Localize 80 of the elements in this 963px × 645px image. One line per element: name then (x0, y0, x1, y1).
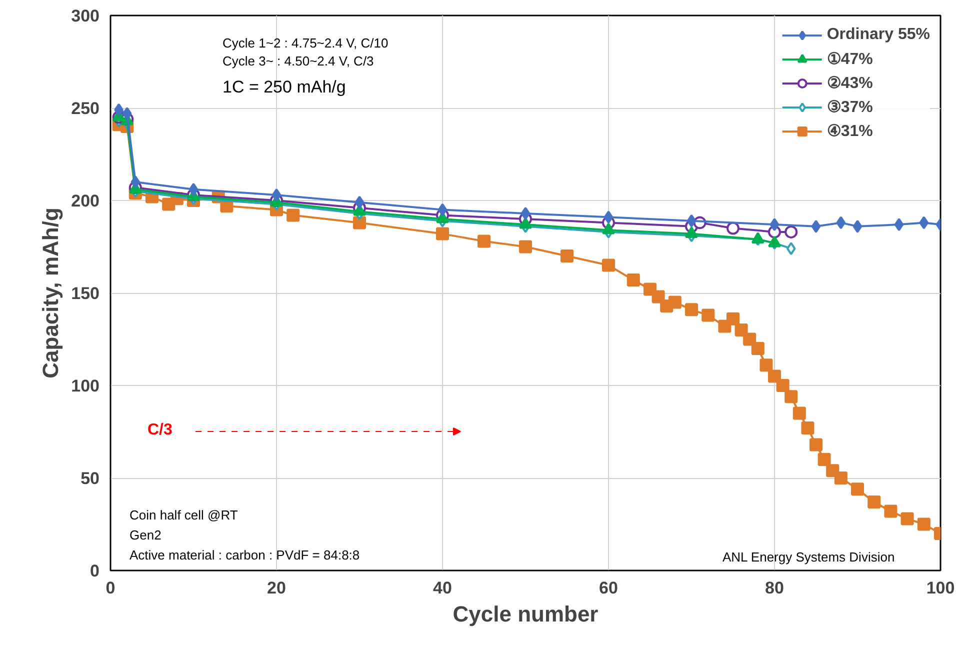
point (478, 234, 490, 248)
y-tick-label: 50 (80, 469, 100, 488)
point (353, 216, 366, 230)
point (818, 453, 831, 466)
point (919, 216, 929, 230)
y-axis-title: Capacity, mAh/g (38, 208, 64, 378)
point (784, 390, 798, 404)
point (286, 208, 300, 222)
point (836, 216, 846, 230)
annotation: Cycle 1~2 : 4.75~2.4 V, C/10 (222, 36, 388, 50)
y-tick-label: 0 (90, 562, 100, 580)
annotation: Active material : carbon : PVdF = 84:8:8 (130, 548, 360, 562)
point (743, 332, 756, 346)
point (726, 222, 740, 235)
point (604, 210, 614, 224)
point (726, 312, 740, 326)
legend-label: Ordinary 55% (826, 26, 930, 44)
point (122, 107, 132, 120)
annotation: ANL Energy Systems Division (722, 550, 895, 564)
point (602, 222, 615, 234)
point (519, 240, 532, 254)
annotation: C/3 (148, 422, 172, 438)
point (130, 176, 140, 188)
annotation: Cycle 3~ : 4.50~2.4 V, C/3 (222, 54, 374, 68)
point (626, 274, 640, 287)
point (652, 290, 665, 304)
annotation: 1C = 250 mAh/g (222, 78, 346, 96)
x-tick-label: 20 (267, 578, 286, 598)
point (884, 504, 898, 518)
point (894, 218, 904, 232)
point (734, 324, 748, 336)
point (272, 188, 282, 202)
y-tick-label: 250 (71, 99, 100, 118)
y-tick-label: 300 (71, 6, 100, 26)
x-axis-title: Cycle number (452, 602, 599, 626)
point (784, 225, 798, 238)
point (519, 217, 532, 229)
point (900, 512, 914, 526)
y-tick-label: 150 (71, 284, 100, 303)
x-tick-label: 0 (106, 578, 116, 598)
point (760, 358, 773, 372)
y-tick-label: 200 (71, 192, 100, 210)
point (801, 422, 814, 435)
x-tick-label: 40 (433, 578, 452, 598)
point (786, 242, 796, 256)
point (702, 308, 715, 322)
point (811, 220, 821, 233)
x-tick-label: 60 (599, 578, 618, 598)
legend-label: ④31% (826, 122, 873, 141)
point (114, 103, 124, 116)
point (810, 438, 822, 452)
point (768, 370, 781, 383)
point (685, 303, 698, 316)
x-tick-label: 100 (926, 578, 955, 598)
point (917, 518, 930, 531)
annotation: Gen2 (130, 528, 162, 542)
point (436, 227, 449, 240)
y-tick-label: 100 (71, 376, 100, 396)
point (686, 214, 696, 228)
point (770, 218, 780, 232)
point (520, 206, 530, 220)
point (438, 203, 448, 216)
point (852, 220, 862, 233)
point (851, 482, 864, 496)
point (560, 250, 574, 262)
annotation: Coin half cell @RT (130, 508, 238, 522)
point (668, 296, 682, 309)
point (868, 496, 881, 509)
legend-label: ①47% (826, 50, 873, 69)
point (354, 196, 364, 209)
point (792, 406, 806, 420)
point (602, 258, 615, 272)
point (751, 342, 764, 355)
point (776, 379, 790, 392)
legend-label: ②43% (826, 74, 873, 93)
point (188, 182, 198, 196)
point (768, 236, 781, 248)
point (834, 472, 848, 484)
legend-label: ③37% (826, 98, 873, 117)
x-tick-label: 80 (765, 578, 784, 598)
